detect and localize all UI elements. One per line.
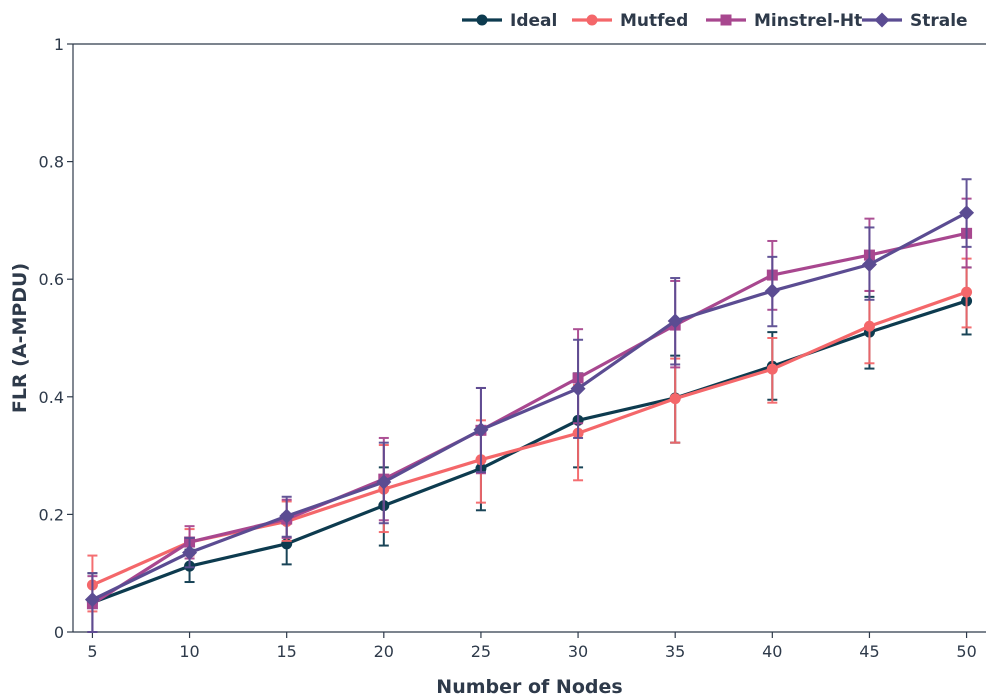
x-axis-ticks: 5 10 15 20 25 30 35 40 45 50 bbox=[87, 632, 977, 661]
x-tick-label: 15 bbox=[277, 642, 297, 661]
x-tick-label: 25 bbox=[471, 642, 491, 661]
data-point-circle bbox=[863, 320, 875, 332]
legend-label: Minstrel-Ht bbox=[754, 11, 862, 31]
data-point-circle bbox=[669, 393, 681, 405]
y-tick-label: 0 bbox=[54, 623, 64, 642]
legend-item: Strale bbox=[862, 11, 968, 31]
x-tick-label: 50 bbox=[956, 642, 976, 661]
legend-item: Ideal bbox=[462, 11, 557, 31]
legend-label: Ideal bbox=[510, 11, 557, 31]
data-point-diamond bbox=[861, 257, 877, 272]
series-minstrel-ht bbox=[86, 197, 973, 633]
series-line bbox=[91, 211, 968, 602]
x-tick-label: 40 bbox=[762, 642, 782, 661]
y-tick-label: 0.6 bbox=[39, 270, 64, 289]
series-layer bbox=[84, 178, 975, 633]
x-axis-title: Number of Nodes bbox=[436, 676, 622, 698]
series-line bbox=[91, 299, 968, 605]
data-point-diamond bbox=[874, 12, 890, 28]
y-tick-label: 0.8 bbox=[39, 153, 64, 172]
legend-item: Mutfed bbox=[572, 11, 688, 31]
x-tick-label: 20 bbox=[374, 642, 394, 661]
legend-item: Minstrel-Ht bbox=[706, 11, 862, 31]
data-point-diamond bbox=[279, 508, 295, 524]
data-point-diamond bbox=[959, 205, 975, 221]
data-point-circle bbox=[476, 14, 488, 26]
data-point-circle bbox=[766, 363, 778, 375]
data-point-diamond bbox=[764, 283, 780, 299]
legend-label: Mutfed bbox=[620, 11, 688, 31]
data-point-diamond bbox=[473, 422, 489, 438]
x-tick-label: 10 bbox=[179, 642, 199, 661]
series-strale bbox=[84, 178, 975, 633]
data-point-square bbox=[720, 14, 732, 26]
data-point-diamond bbox=[376, 474, 392, 490]
data-point-diamond bbox=[84, 592, 100, 608]
series-ideal bbox=[86, 266, 973, 633]
data-point-diamond bbox=[667, 313, 683, 329]
legend: Ideal Mutfed Minstrel-Ht Strale bbox=[462, 11, 968, 31]
data-point-diamond bbox=[182, 545, 198, 561]
y-tick-label: 1 bbox=[54, 35, 64, 54]
y-axis-ticks: 0 0.2 0.4 0.6 0.8 1 bbox=[39, 35, 73, 642]
y-tick-label: 0.4 bbox=[39, 388, 64, 407]
data-point-circle bbox=[586, 14, 598, 26]
y-axis-title: FLR (A-MPDU) bbox=[9, 263, 31, 413]
x-tick-label: 35 bbox=[665, 642, 685, 661]
x-tick-label: 5 bbox=[87, 642, 97, 661]
y-tick-label: 0.2 bbox=[39, 505, 64, 524]
x-tick-label: 30 bbox=[568, 642, 588, 661]
legend-label: Strale bbox=[910, 11, 968, 31]
series-line bbox=[91, 231, 967, 606]
x-tick-label: 45 bbox=[859, 642, 879, 661]
data-point-diamond bbox=[570, 381, 586, 397]
axes bbox=[72, 43, 986, 633]
data-point-circle bbox=[961, 286, 973, 298]
